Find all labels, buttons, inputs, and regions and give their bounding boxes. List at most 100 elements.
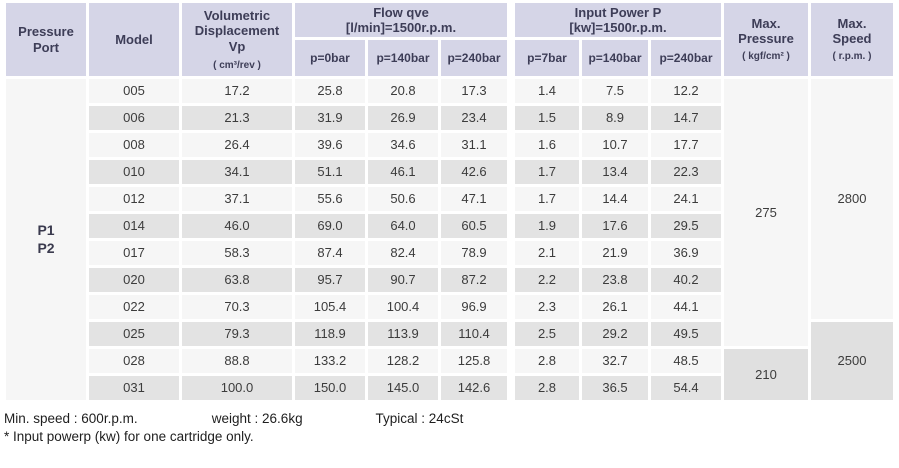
table-row: 025 79.3 118.9 113.9 110.4 2.5 29.2 49.5… [6, 322, 893, 400]
flow-cell: 64.0 [368, 214, 438, 238]
group-divider [510, 79, 512, 103]
flow-cell: 113.9 [368, 322, 438, 346]
max-pressure-unit: ( kgf/cm² ) [742, 51, 790, 63]
flow-cell: 100.4 [368, 295, 438, 319]
col-group-flow: Flow qve [l/min]=1500r.p.m. [295, 3, 507, 37]
vp-cell: 17.2 [182, 79, 292, 103]
power-cell: 36.5 [582, 376, 648, 400]
table-row: 006 21.3 31.9 26.9 23.4 1.5 8.9 14.7 [6, 106, 893, 130]
power-cell: 22.3 [651, 160, 721, 184]
vp-cell: 46.0 [182, 214, 292, 238]
table-row: 014 46.0 69.0 64.0 60.5 1.9 17.6 29.5 [6, 214, 893, 238]
power-cell: 1.5 [515, 106, 579, 130]
header-row-subcolumns: p=0bar p=140bar p=240bar p=7bar p=140bar… [6, 40, 893, 76]
group-divider [510, 187, 512, 211]
table-row: 031 100.0 150.0 145.0 142.6 2.8 36.5 54.… [6, 376, 893, 400]
flow-cell: 90.7 [368, 268, 438, 292]
flow-cell: 50.6 [368, 187, 438, 211]
vp-cell: 26.4 [182, 133, 292, 157]
group-divider [510, 295, 512, 319]
subcol-flow-140bar: p=140bar [368, 40, 438, 76]
vp-cell: 100.0 [182, 376, 292, 400]
group-divider [510, 322, 512, 346]
table-row: 022 70.3 105.4 100.4 96.9 2.3 26.1 44.1 [6, 295, 893, 319]
flow-cell: 78.9 [441, 241, 507, 265]
power-cell: 14.7 [651, 106, 721, 130]
table-row: 017 58.3 87.4 82.4 78.9 2.1 21.9 36.9 [6, 241, 893, 265]
power-cell: 1.7 [515, 160, 579, 184]
power-cell: 32.7 [582, 349, 648, 373]
flow-cell: 69.0 [295, 214, 365, 238]
header-row-groups: Pressure Port Model Volumetric Displacem… [6, 3, 893, 76]
power-cell: 1.6 [515, 133, 579, 157]
max-speed-title: Max. Speed [832, 15, 872, 47]
power-cell: 44.1 [651, 295, 721, 319]
footnotes: Min. speed : 600r.p.m. weight : 26.6kg T… [4, 411, 896, 444]
power-cell: 2.3 [515, 295, 579, 319]
power-cell: 14.4 [582, 187, 648, 211]
flow-cell: 110.4 [441, 322, 507, 346]
vd-title: Volumetric Displacement [194, 7, 280, 38]
model-cell: 022 [89, 295, 179, 319]
model-cell: 010 [89, 160, 179, 184]
flow-cell: 142.6 [441, 376, 507, 400]
vp-cell: 88.8 [182, 349, 292, 373]
model-cell: 005 [89, 79, 179, 103]
vp-cell: 58.3 [182, 241, 292, 265]
model-cell: 025 [89, 322, 179, 346]
power-cell: 24.1 [651, 187, 721, 211]
power-cell: 1.4 [515, 79, 579, 103]
power-cell: 40.2 [651, 268, 721, 292]
vp-cell: 34.1 [182, 160, 292, 184]
table-row: 008 26.4 39.6 34.6 31.1 1.6 10.7 17.7 [6, 133, 893, 157]
model-cell: 006 [89, 106, 179, 130]
viscosity-note: Typical : 24cSt [375, 411, 464, 426]
flow-cell: 145.0 [368, 376, 438, 400]
col-header-pressure-port: Pressure Port [6, 3, 86, 76]
flow-cell: 95.7 [295, 268, 365, 292]
model-cell: 012 [89, 187, 179, 211]
group-divider [510, 376, 512, 400]
group-divider [510, 241, 512, 265]
power-cell: 7.5 [582, 79, 648, 103]
model-cell: 017 [89, 241, 179, 265]
flow-cell: 51.1 [295, 160, 365, 184]
group-divider [510, 3, 512, 76]
vd-symbol: Vp [228, 39, 246, 55]
power-cell: 1.7 [515, 187, 579, 211]
flow-cell: 31.9 [295, 106, 365, 130]
max-pressure-cell: 275 [724, 79, 808, 346]
flow-cell: 47.1 [441, 187, 507, 211]
footnote-line-1: Min. speed : 600r.p.m. weight : 26.6kg T… [4, 411, 896, 426]
table-row: 028 88.8 133.2 128.2 125.8 2.8 32.7 48.5… [6, 349, 893, 400]
col-header-volumetric-displacement: Volumetric Displacement Vp ( cm³/rev ) [182, 3, 292, 76]
col-header-model: Model [89, 3, 179, 76]
cartridge-note: * Input powerp (kw) for one cartridge on… [4, 429, 254, 444]
power-cell: 2.5 [515, 322, 579, 346]
power-cell: 8.9 [582, 106, 648, 130]
flow-cell: 87.2 [441, 268, 507, 292]
flow-cell: 128.2 [368, 349, 438, 373]
flow-cell: 118.9 [295, 322, 365, 346]
table-row: 010 34.1 51.1 46.1 42.6 1.7 13.4 22.3 [6, 160, 893, 184]
vd-unit: ( cm³/rev ) [213, 59, 261, 71]
min-speed-note: Min. speed : 600r.p.m. [4, 411, 138, 426]
power-cell: 2.8 [515, 376, 579, 400]
flow-cell: 34.6 [368, 133, 438, 157]
col-header-max-pressure: Max. Pressure ( kgf/cm² ) [724, 3, 808, 76]
power-cell: 49.5 [651, 322, 721, 346]
model-cell: 014 [89, 214, 179, 238]
flow-cell: 31.1 [441, 133, 507, 157]
table-row: P1 P2 005 17.2 25.8 20.8 17.3 1.4 7.5 12… [6, 79, 893, 400]
max-speed-cell: 2800 [811, 79, 893, 319]
flow-cell: 39.6 [295, 133, 365, 157]
power-cell: 13.4 [582, 160, 648, 184]
power-cell: 36.9 [651, 241, 721, 265]
model-cell: 020 [89, 268, 179, 292]
group-divider [510, 349, 512, 373]
max-speed-cell: 2500 [811, 322, 893, 400]
flow-cell: 42.6 [441, 160, 507, 184]
model-cell: 031 [89, 376, 179, 400]
power-cell: 29.5 [651, 214, 721, 238]
